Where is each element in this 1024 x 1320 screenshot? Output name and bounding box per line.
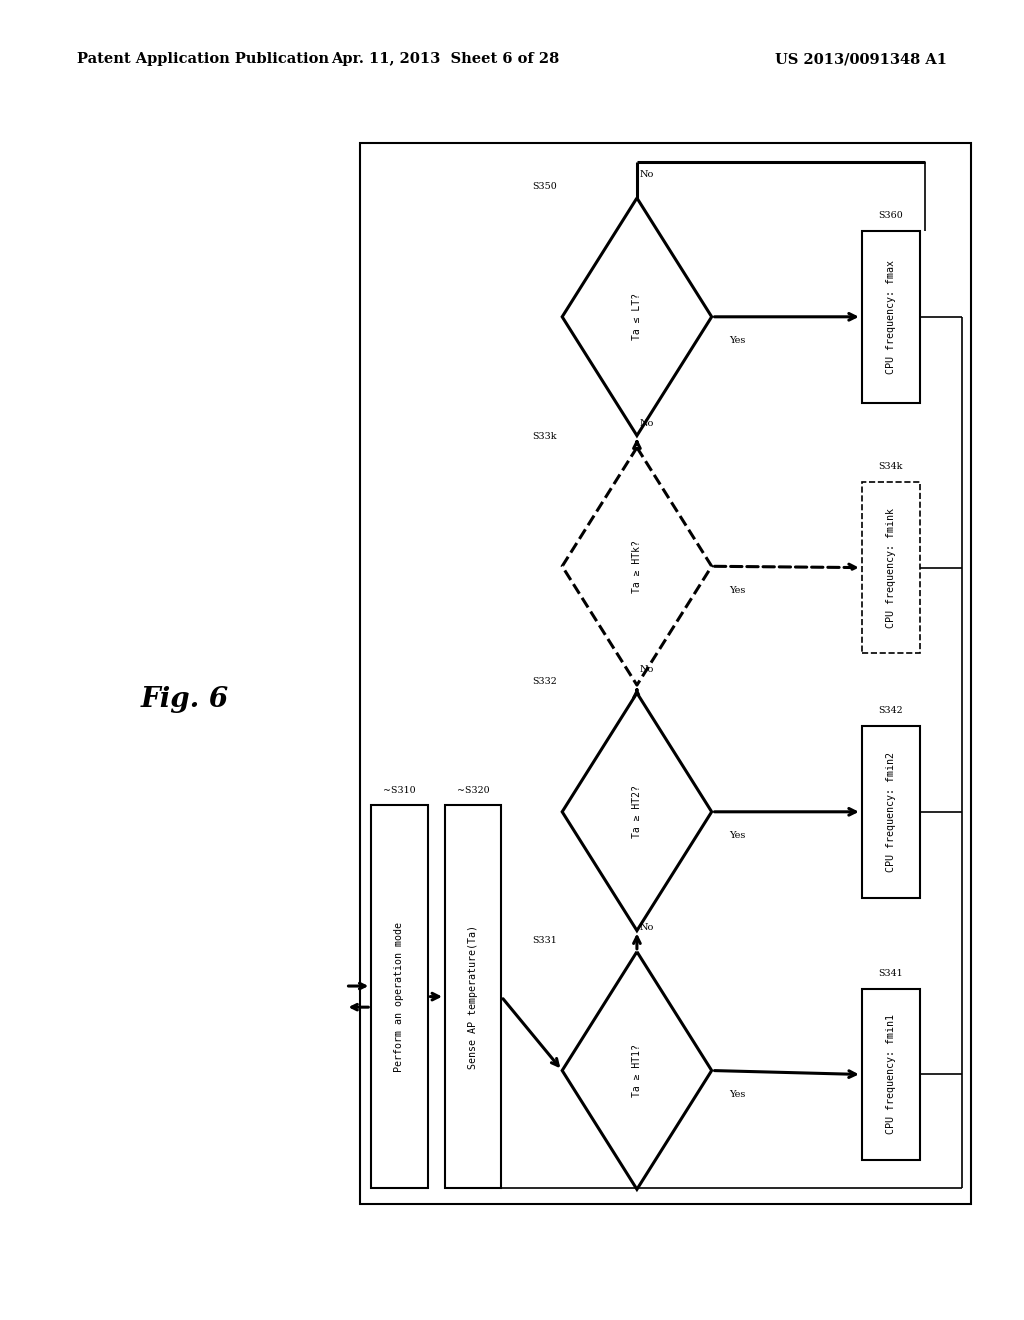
- Text: Ta ≥ HTk?: Ta ≥ HTk?: [632, 540, 642, 593]
- Text: S33k: S33k: [532, 432, 557, 441]
- Text: ~S320: ~S320: [457, 785, 489, 795]
- Text: US 2013/0091348 A1: US 2013/0091348 A1: [775, 53, 947, 66]
- Bar: [371, 805, 428, 1188]
- Text: S342: S342: [879, 706, 903, 715]
- Text: Apr. 11, 2013  Sheet 6 of 28: Apr. 11, 2013 Sheet 6 of 28: [332, 53, 559, 66]
- Text: Fig. 6: Fig. 6: [140, 686, 228, 713]
- Text: Ta ≥ HT1?: Ta ≥ HT1?: [632, 1044, 642, 1097]
- Text: Yes: Yes: [729, 337, 745, 345]
- Text: CPU frequency: fmin2: CPU frequency: fmin2: [886, 752, 896, 871]
- Text: Ta ≥ HT2?: Ta ≥ HT2?: [632, 785, 642, 838]
- Text: Ta ≤ LT?: Ta ≤ LT?: [632, 293, 642, 341]
- Text: Yes: Yes: [729, 1090, 745, 1098]
- Text: Sense AP temperature(Ta): Sense AP temperature(Ta): [468, 924, 478, 1069]
- Text: ~S310: ~S310: [383, 785, 416, 795]
- Text: No: No: [640, 924, 654, 932]
- Text: No: No: [640, 170, 654, 178]
- Text: S332: S332: [532, 677, 557, 686]
- Text: Yes: Yes: [729, 832, 745, 840]
- Text: No: No: [640, 420, 654, 428]
- Bar: [862, 231, 921, 403]
- Text: S341: S341: [879, 969, 903, 978]
- Bar: [360, 143, 971, 1204]
- Bar: [444, 805, 502, 1188]
- Text: S34k: S34k: [879, 462, 903, 471]
- Text: No: No: [640, 665, 654, 673]
- Text: Yes: Yes: [729, 586, 745, 594]
- Text: Patent Application Publication: Patent Application Publication: [77, 53, 329, 66]
- Text: CPU frequency: fmax: CPU frequency: fmax: [886, 260, 896, 374]
- Bar: [862, 989, 921, 1160]
- Bar: [862, 726, 921, 898]
- Bar: [862, 482, 921, 653]
- Text: CPU frequency: fmin1: CPU frequency: fmin1: [886, 1015, 896, 1134]
- Text: S331: S331: [532, 936, 557, 945]
- Text: S350: S350: [532, 182, 557, 191]
- Text: Perform an operation mode: Perform an operation mode: [394, 921, 404, 1072]
- Text: CPU frequency: fmink: CPU frequency: fmink: [886, 508, 896, 627]
- Text: S360: S360: [879, 211, 903, 220]
